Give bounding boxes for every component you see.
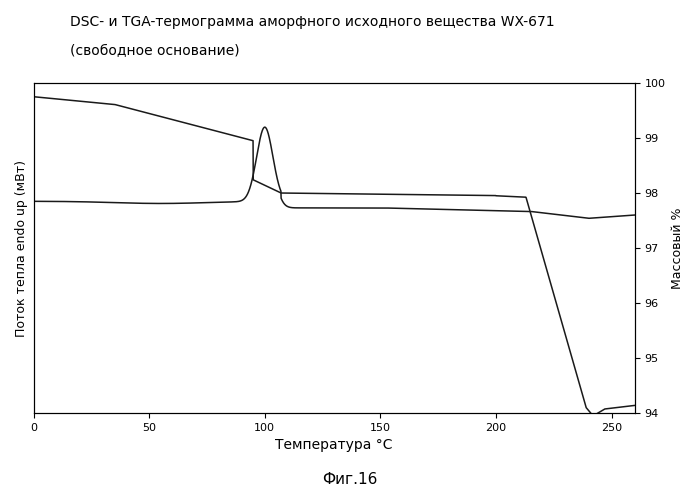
Text: (свободное основание): (свободное основание)	[70, 44, 240, 58]
Text: DSC- и TGA-термограмма аморфного исходного вещества WX-671: DSC- и TGA-термограмма аморфного исходно…	[70, 15, 554, 29]
Text: Фиг.16: Фиг.16	[322, 472, 377, 487]
Y-axis label: Поток тепла endo up (мВт): Поток тепла endo up (мВт)	[15, 159, 28, 337]
Y-axis label: Массовый %: Массовый %	[671, 207, 684, 289]
X-axis label: Температура °C: Температура °C	[275, 438, 393, 453]
